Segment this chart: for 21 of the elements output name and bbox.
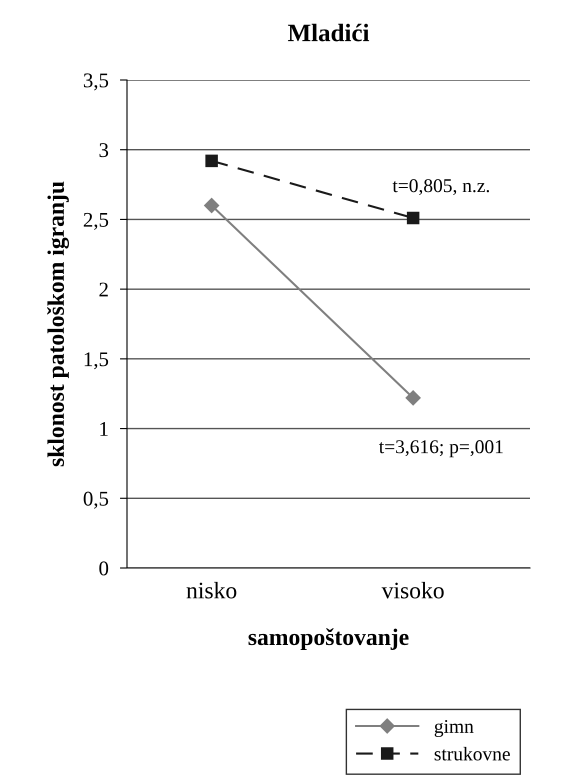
y-tick-label: 2 [99,282,108,296]
chart-title: Mladići [288,24,370,42]
y-tick-label: 2,5 [84,212,108,230]
x-axis-title: samopoštovanje [248,628,409,650]
point [406,212,420,224]
annotation: t=3,616; p=,001 [378,440,503,458]
point [406,390,421,406]
annotation: t=0,805, n.z. [392,179,490,196]
legend-label: gimn [434,720,474,738]
y-tick-label: 3 [100,143,108,158]
y-tick-label: 1,5 [84,352,108,370]
y-tick-label: 1 [100,422,108,436]
point [204,198,220,214]
y-axis-title: sklonost patološkom igranju [47,182,70,466]
point [205,154,218,168]
y-tick-label: 3,5 [84,73,108,90]
x-tick-label: visoko [382,582,444,599]
legend-label: strukovne [434,746,510,761]
x-tick-label: nisko [186,582,236,599]
y-tick-label: 0,5 [84,492,108,509]
y-tick-label: 0 [99,561,108,576]
